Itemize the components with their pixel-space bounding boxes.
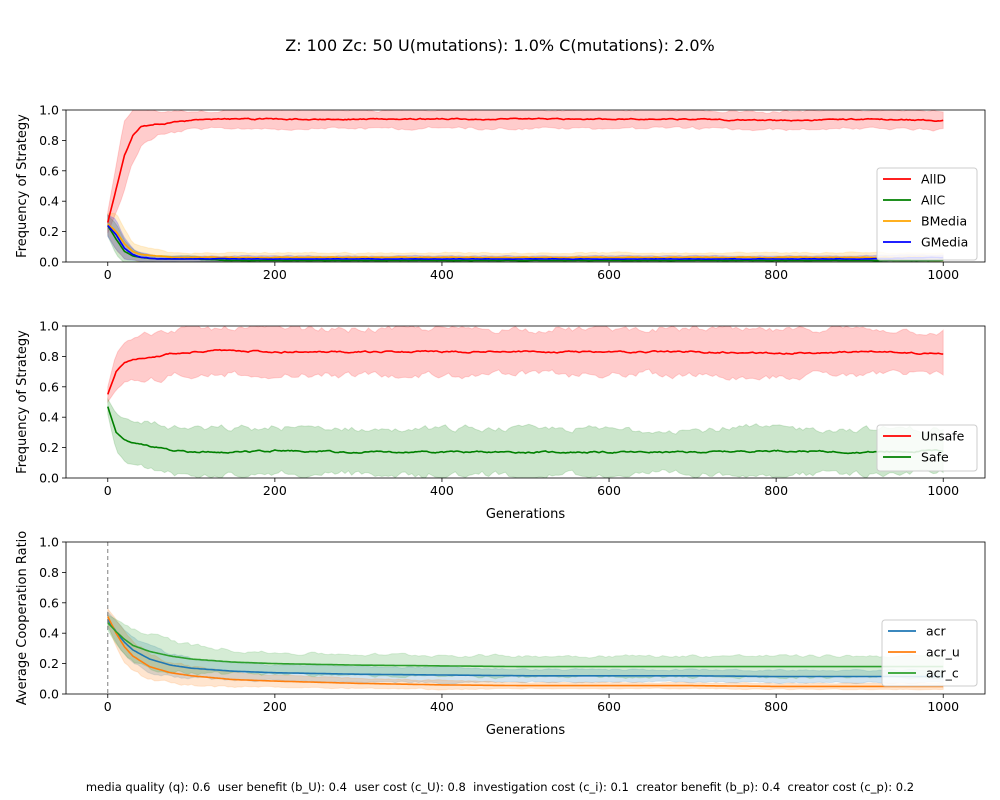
y-tick-label: 0.6 <box>39 379 59 394</box>
x-tick-label: 1000 <box>927 699 959 714</box>
x-tick-label: 0 <box>104 267 112 282</box>
plot-frame <box>65 325 986 479</box>
x-tick-label: 600 <box>597 699 621 714</box>
y-tick-label: 0.0 <box>39 255 59 270</box>
y-axis-label: Average Cooperation Ratio <box>15 531 30 706</box>
series-line-AllC <box>107 225 944 262</box>
series-line-Safe <box>107 406 944 455</box>
series-line-AllD <box>107 117 944 223</box>
y-tick-label: 1.0 <box>39 319 59 334</box>
y-tick-label: 0.6 <box>39 163 59 178</box>
legend: acr acr_u acr_c <box>881 619 978 687</box>
band-acr_c <box>107 614 944 680</box>
series-line-Unsafe <box>107 348 944 395</box>
legend: Unsafe Safe <box>876 424 978 472</box>
x-tick-label: 200 <box>263 483 287 498</box>
x-axis-label: Generations <box>486 507 566 522</box>
legend-label-Safe: Safe <box>921 450 949 465</box>
legend-label-AllD: AllD <box>921 172 946 187</box>
chart-panel-1: 0 200 400 600 800 1000 0.0 0.2 0.4 0.6 0.8 1.0 Frequ… <box>15 103 986 282</box>
series-line-acr <box>107 619 944 678</box>
y-axis-label: Frequency of Strategy <box>15 330 30 474</box>
y-tick-label: 0.8 <box>39 565 59 580</box>
y-tick-label: 1.0 <box>39 535 59 550</box>
x-tick-label: 200 <box>263 699 287 714</box>
legend: AllD AllC BMedia GMedia <box>876 167 978 261</box>
x-axis-label: Generations <box>486 723 566 738</box>
plot-frame <box>65 109 986 263</box>
plot-area <box>107 110 944 262</box>
y-tick-label: 0.0 <box>39 471 59 486</box>
series-line-acr_u <box>107 616 944 688</box>
y-tick-label: 0.6 <box>39 595 59 610</box>
x-tick-label: 400 <box>430 267 454 282</box>
legend-label-BMedia: BMedia <box>921 214 967 229</box>
x-tick-label: 600 <box>597 483 621 498</box>
y-tick-label: 0.8 <box>39 133 59 148</box>
figure-title: Z: 100 Zc: 50 U(mutations): 1.0% C(mutat… <box>285 36 715 55</box>
x-tick-label: 800 <box>764 699 788 714</box>
x-tick-label: 1000 <box>927 483 959 498</box>
y-tick-label: 0.4 <box>39 194 59 209</box>
y-tick-label: 0.2 <box>39 656 59 671</box>
band-Safe <box>107 397 944 478</box>
x-tick-label: 600 <box>597 267 621 282</box>
y-tick-label: 0.0 <box>39 687 59 702</box>
band-acr_u <box>107 607 944 691</box>
y-tick-label: 0.8 <box>39 349 59 364</box>
y-tick-label: 1.0 <box>39 103 59 118</box>
x-tick-label: 800 <box>764 267 788 282</box>
series-line-GMedia <box>107 224 944 261</box>
x-tick-label: 400 <box>430 699 454 714</box>
legend-label-acr_u: acr_u <box>926 645 960 660</box>
x-tick-label: 0 <box>104 699 112 714</box>
chart-panel-2: 0 200 400 600 800 1000 0.0 0.2 0.4 0.6 0.8 1.0 Gener… <box>15 319 986 522</box>
x-tick-label: 800 <box>764 483 788 498</box>
y-axis-label: Frequency of Strategy <box>15 114 30 258</box>
legend-label-Unsafe: Unsafe <box>921 429 965 444</box>
y-tick-label: 0.2 <box>39 440 59 455</box>
x-tick-label: 0 <box>104 483 112 498</box>
x-tick-label: 200 <box>263 267 287 282</box>
plot-area <box>107 607 944 691</box>
parameters-footnote: media quality (q): 0.6 user benefit (b_U… <box>85 780 915 794</box>
x-tick-label: 1000 <box>927 267 959 282</box>
legend-label-acr_c: acr_c <box>926 666 959 681</box>
chart-panel-3: 0 200 400 600 800 1000 0.0 0.2 0.4 0.6 0.8 1.0 Gener… <box>15 531 986 738</box>
y-tick-label: 0.2 <box>39 224 59 239</box>
plot-frame <box>65 541 986 695</box>
legend-label-acr: acr <box>926 624 947 639</box>
band-AllD <box>107 110 944 234</box>
series-line-acr_c <box>107 622 944 668</box>
series-line-BMedia <box>107 223 944 259</box>
legend-box <box>876 167 978 261</box>
plot-area <box>107 326 944 478</box>
legend-box <box>881 619 978 687</box>
legend-label-GMedia: GMedia <box>921 235 968 250</box>
y-tick-label: 0.4 <box>39 626 59 641</box>
legend-label-AllC: AllC <box>921 193 945 208</box>
band-Unsafe <box>107 326 944 404</box>
x-tick-label: 400 <box>430 483 454 498</box>
y-tick-label: 0.4 <box>39 410 59 425</box>
